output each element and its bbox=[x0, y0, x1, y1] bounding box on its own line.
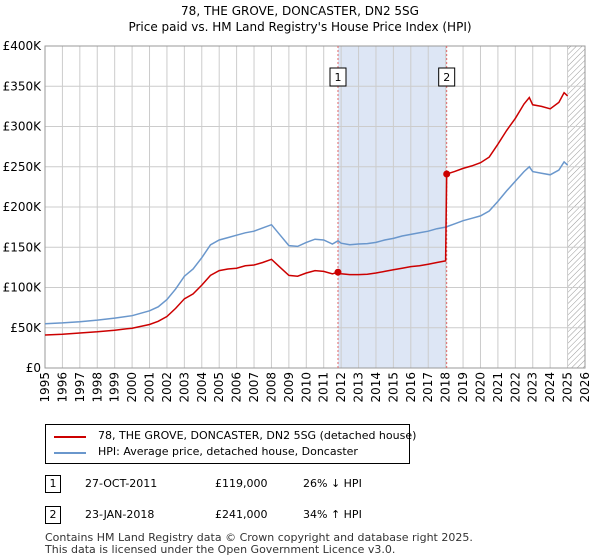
x-tick-label: 2012 bbox=[334, 372, 348, 403]
x-tick-label: 2008 bbox=[264, 372, 278, 403]
x-tick-label: 1997 bbox=[73, 372, 87, 403]
transaction-date: 23-JAN-2018 bbox=[85, 508, 155, 521]
x-tick-label: 2003 bbox=[177, 372, 191, 403]
marker-label: 2 bbox=[443, 71, 450, 84]
transaction-number: 1 bbox=[45, 475, 61, 493]
sale-point bbox=[334, 268, 342, 276]
x-tick-label: 2022 bbox=[508, 372, 522, 403]
x-tick-label: 2014 bbox=[369, 372, 383, 403]
price-chart: £0 £50K £100K £150K £200K £250K £300K £350K £400… bbox=[3, 39, 592, 403]
x-tick-label: 2018 bbox=[439, 372, 453, 403]
transaction-hpi-diff: 34% ↑ HPI bbox=[303, 508, 362, 521]
x-tick-label: 2016 bbox=[404, 372, 418, 403]
legend-label-hpi: HPI: Average price, detached house, Donc… bbox=[98, 445, 358, 458]
x-tick-label: 2006 bbox=[230, 372, 244, 403]
y-tick-label: £150K bbox=[3, 240, 43, 254]
x-tick-label: 2026 bbox=[578, 372, 592, 403]
y-tick-label: £0 bbox=[26, 361, 41, 375]
transaction-row: 2 23-JAN-2018 £241,000 34% ↑ HPI bbox=[45, 506, 585, 526]
x-tick-label: 2021 bbox=[491, 372, 505, 403]
x-tick-label: 2015 bbox=[386, 372, 400, 403]
y-tick-label: £250K bbox=[3, 160, 43, 174]
chart-legend: 78, THE GROVE, DONCASTER, DN2 5SG (detac… bbox=[45, 424, 416, 464]
x-tick-label: 2019 bbox=[456, 372, 470, 403]
chart-subtitle: Price paid vs. HM Land Registry's House … bbox=[128, 20, 472, 34]
footer-copyright: Contains HM Land Registry data © Crown c… bbox=[45, 531, 473, 544]
x-tick-label: 2024 bbox=[543, 372, 557, 403]
x-tick-label: 2017 bbox=[421, 372, 435, 403]
transaction-row: 1 27-OCT-2011 £119,000 26% ↓ HPI bbox=[45, 475, 585, 495]
transaction-date: 27-OCT-2011 bbox=[85, 477, 158, 490]
x-tick-label: 2007 bbox=[247, 372, 261, 403]
x-tick-label: 1998 bbox=[90, 372, 104, 403]
marker-box bbox=[438, 67, 456, 87]
x-tick-label: 2025 bbox=[561, 372, 575, 403]
footer-licence: This data is licensed under the Open Gov… bbox=[45, 543, 396, 556]
series-line-hpi bbox=[44, 160, 569, 325]
legend-swatch-hpi bbox=[54, 452, 86, 454]
plot-frame bbox=[44, 45, 586, 369]
sale-point bbox=[443, 170, 451, 178]
transaction-number: 2 bbox=[45, 506, 61, 524]
y-tick-label: £50K bbox=[10, 321, 42, 335]
y-tick-label: £100K bbox=[3, 281, 43, 295]
marker-box bbox=[329, 67, 347, 87]
x-tick-label: 1996 bbox=[55, 372, 69, 403]
chart-title: 78, THE GROVE, DONCASTER, DN2 5SG bbox=[181, 4, 419, 18]
transaction-price: £119,000 bbox=[215, 477, 268, 490]
marker-label: 1 bbox=[334, 71, 341, 84]
transaction-hpi-diff: 26% ↓ HPI bbox=[303, 477, 362, 490]
transaction-price: £241,000 bbox=[215, 508, 268, 521]
x-tick-label: 2002 bbox=[160, 372, 174, 403]
x-tick-label: 1999 bbox=[108, 372, 122, 403]
x-tick-label: 2009 bbox=[282, 372, 296, 403]
x-tick-label: 2010 bbox=[299, 372, 313, 403]
legend-swatch-property bbox=[54, 436, 86, 438]
x-tick-label: 2001 bbox=[143, 372, 157, 403]
x-tick-label: 2005 bbox=[212, 372, 226, 403]
x-tick-label: 2004 bbox=[195, 372, 209, 403]
legend-label-property: 78, THE GROVE, DONCASTER, DN2 5SG (detac… bbox=[98, 429, 417, 442]
x-tick-label: 2013 bbox=[352, 372, 366, 403]
x-tick-label: 2023 bbox=[526, 372, 540, 403]
y-tick-label: £350K bbox=[3, 79, 43, 93]
x-tick-label: 2020 bbox=[473, 372, 487, 403]
x-tick-label: 2000 bbox=[125, 372, 139, 403]
y-tick-label: £400K bbox=[3, 39, 43, 53]
y-tick-label: £300K bbox=[3, 120, 43, 134]
x-tick-label: 1995 bbox=[38, 372, 52, 403]
y-tick-label: £200K bbox=[3, 200, 43, 214]
x-tick-label: 2011 bbox=[317, 372, 331, 403]
